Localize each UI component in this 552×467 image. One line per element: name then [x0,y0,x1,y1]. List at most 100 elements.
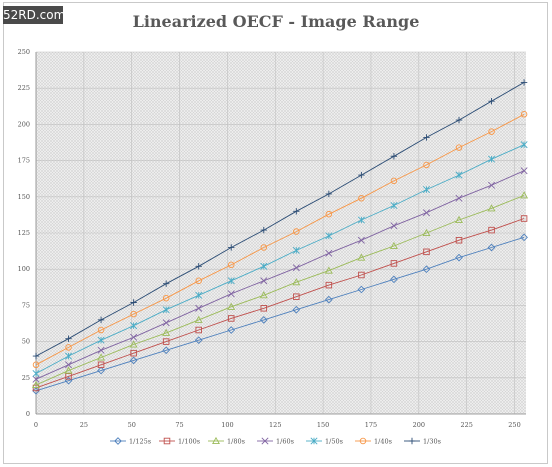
data-point [162,306,170,314]
data-point [390,153,398,160]
data-point [390,275,398,284]
data-point [97,361,105,369]
data-point [488,155,496,163]
legend-marker [359,437,367,445]
data-point [260,277,268,285]
data-point [390,201,398,210]
series-line [35,218,525,389]
data-point [520,167,528,175]
axes: 0 25 50 75 100 125 150 175 200 225 250 0 25 50 75 100 12… [18,48,526,429]
data-point [390,177,398,185]
data-point [488,128,495,135]
data-point [455,194,463,202]
data-point [32,352,40,360]
data-point [162,294,170,302]
data-point [357,253,366,261]
data-point [97,336,105,344]
y-tick-label: 100 [18,265,30,273]
data-point [488,226,495,234]
data-point [32,375,40,383]
data-point [487,204,496,212]
data-point [325,190,333,198]
data-point [455,215,463,223]
y-tick-label: 25 [22,374,30,382]
data-point [520,111,528,118]
data-point [293,228,300,235]
data-point [97,346,105,354]
data-point [227,261,235,269]
data-point [64,376,73,385]
data-point [293,208,300,215]
data-point [325,249,333,257]
data-point [423,134,430,141]
legend-marker [212,436,220,445]
legend-item: 1/30s [404,437,441,445]
data-point [194,336,203,344]
data-point [65,352,73,360]
data-point [390,222,398,230]
data-point [162,319,170,327]
data-point [227,315,235,322]
data-point [357,236,365,244]
legend-item: 1/100s [159,437,200,445]
legend-label: 1/60s [276,437,294,445]
data-point [358,171,365,179]
data-point [488,98,495,105]
series-1-60s [32,167,528,383]
data-point [130,349,137,357]
series-line [35,144,525,374]
y-tick-label: 0 [26,410,30,418]
data-point [32,369,40,377]
data-point [130,310,137,318]
data-point [488,181,496,189]
legend: 1/125s 1/100s 1/80s 1/60s 1/50s 1/40s 1/30s [110,436,441,445]
data-point [520,215,528,222]
legend-label: 1/40s [374,437,392,445]
x-tick-label: 0 [34,421,38,429]
legend-item: 1/40s [355,437,392,445]
data-point [358,194,365,202]
data-point [260,262,268,270]
y-tick-label: 150 [18,193,30,201]
data-point [455,236,463,244]
series-line [35,170,525,380]
legend-marker [163,437,171,445]
data-point [422,228,431,237]
legend-marker [310,437,318,445]
data-point [455,116,463,124]
legend-label: 1/50s [325,437,343,445]
legend-item: 1/50s [306,437,343,445]
y-tick-label: 225 [18,84,30,92]
data-point [260,244,268,251]
data-point [227,277,235,285]
legend-label: 1/30s [423,437,441,445]
data-point [520,233,528,242]
data-point [65,335,72,342]
x-tick-label: 100 [221,421,233,429]
legend-marker [114,437,122,445]
data-point [357,285,366,294]
data-point [259,291,268,299]
series-line [35,236,525,392]
y-tick-label: 75 [22,301,30,309]
data-point [487,243,496,252]
legend-item: 1/125s [110,437,151,445]
data-point [227,326,236,334]
data-point [97,353,106,361]
y-tick-label: 250 [18,48,30,56]
data-point [260,305,268,312]
data-point [227,290,235,298]
y-tick-label: 125 [18,229,30,237]
watermark: 52RD.com [3,6,66,24]
x-tick-label: 125 [269,421,281,429]
data-point [32,386,40,395]
y-tick-label: 175 [18,157,30,165]
y-tick-label: 200 [18,120,30,128]
data-point [520,79,528,86]
legend-item: 1/80s [208,436,245,445]
series-line [35,113,525,366]
data-point [130,299,137,306]
x-tick-label: 50 [128,421,136,429]
data-point [195,326,202,334]
